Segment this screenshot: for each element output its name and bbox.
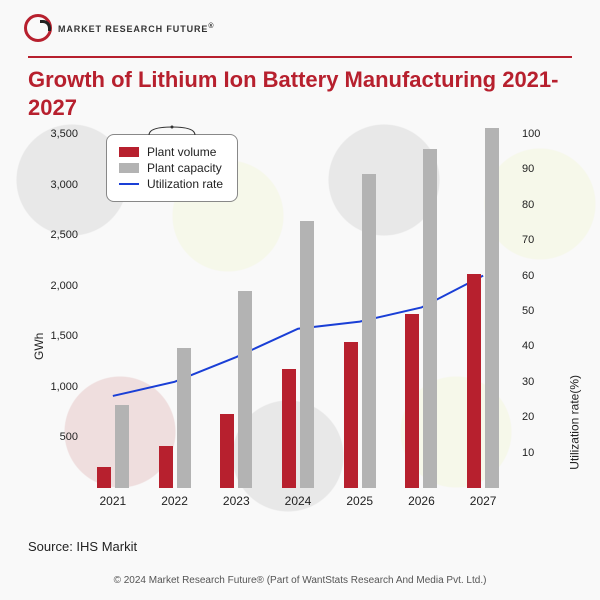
legend-item-utilization: Utilization rate — [119, 177, 223, 191]
bar-plant-capacity — [238, 291, 252, 488]
legend-label: Plant volume — [147, 145, 216, 159]
y-right-tick: 20 — [522, 411, 548, 423]
bar-plant-capacity — [177, 348, 191, 488]
legend-swatch-plant-capacity — [119, 163, 139, 173]
x-tick-label: 2022 — [161, 494, 188, 508]
x-tick-label: 2027 — [470, 494, 497, 508]
y-left-tick: 2,000 — [48, 280, 78, 292]
y-right-tick: 10 — [522, 447, 548, 459]
y-right-tick: 80 — [522, 199, 548, 211]
y-right-tick: 60 — [522, 270, 548, 282]
bar-group — [340, 134, 380, 488]
bar-plant-capacity — [423, 149, 437, 488]
y-right-tick: 50 — [522, 305, 548, 317]
legend-hanger-icon — [147, 125, 197, 135]
brand-logo: MARKET RESEARCH FUTURE® — [24, 14, 214, 42]
bar-plant-volume — [344, 342, 358, 488]
chart-title: Growth of Lithium Ion Battery Manufactur… — [28, 66, 572, 121]
y-left-tick: 2,500 — [48, 229, 78, 241]
brand-logo-text: MARKET RESEARCH FUTURE® — [58, 23, 214, 34]
x-tick-label: 2023 — [223, 494, 250, 508]
bar-plant-volume — [467, 274, 481, 488]
y-right-tick: 90 — [522, 163, 548, 175]
bar-plant-volume — [220, 414, 234, 488]
bar-plant-volume — [405, 314, 419, 488]
y-axis-right-label: Utilization rate(%) — [568, 375, 582, 470]
legend-label: Plant capacity — [147, 161, 222, 175]
y-right-tick: 40 — [522, 340, 548, 352]
chart-area: Plant volume Plant capacity Utilization … — [28, 134, 572, 522]
title-rule: Growth of Lithium Ion Battery Manufactur… — [28, 56, 572, 121]
bar-plant-volume — [282, 369, 296, 488]
bar-group — [463, 134, 503, 488]
bar-plant-capacity — [300, 221, 314, 488]
bar-plant-volume — [159, 446, 173, 488]
legend: Plant volume Plant capacity Utilization … — [106, 134, 238, 202]
legend-item-plant-capacity: Plant capacity — [119, 161, 223, 175]
bar-plant-volume — [97, 467, 111, 488]
x-tick-label: 2026 — [408, 494, 435, 508]
bar-plant-capacity — [485, 128, 499, 488]
bar-plant-capacity — [362, 174, 376, 488]
copyright-text: © 2024 Market Research Future® (Part of … — [0, 575, 600, 586]
legend-item-plant-volume: Plant volume — [119, 145, 223, 159]
y-right-tick: 30 — [522, 376, 548, 388]
bar-group — [278, 134, 318, 488]
x-tick-label: 2024 — [285, 494, 312, 508]
legend-swatch-plant-volume — [119, 147, 139, 157]
y-left-tick: 3,000 — [48, 179, 78, 191]
bar-plant-capacity — [115, 405, 129, 488]
y-left-tick: 1,000 — [48, 381, 78, 393]
brand-logo-icon — [24, 14, 52, 42]
y-left-tick: 500 — [48, 431, 78, 443]
y-right-tick: 70 — [522, 234, 548, 246]
y-right-tick: 100 — [522, 128, 548, 140]
legend-label: Utilization rate — [147, 177, 223, 191]
legend-swatch-utilization — [119, 183, 139, 185]
source-text: Source: IHS Markit — [28, 539, 137, 554]
y-left-tick: 3,500 — [48, 128, 78, 140]
x-tick-label: 2021 — [99, 494, 126, 508]
x-tick-label: 2025 — [346, 494, 373, 508]
bar-group — [401, 134, 441, 488]
y-axis-left-label: GWh — [32, 332, 46, 359]
y-left-tick: 1,500 — [48, 330, 78, 342]
